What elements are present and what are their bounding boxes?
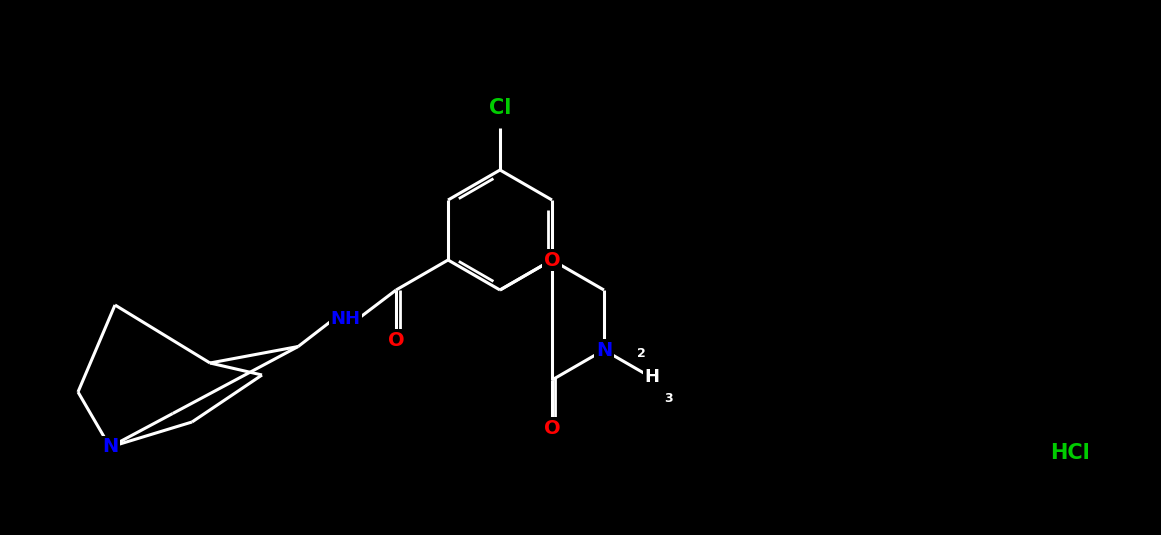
Text: NH: NH <box>331 310 361 328</box>
Text: O: O <box>388 331 404 349</box>
Text: N: N <box>596 340 612 360</box>
Text: O: O <box>543 250 561 270</box>
Text: Cl: Cl <box>489 98 511 118</box>
Text: H: H <box>644 369 659 386</box>
Text: O: O <box>543 418 561 438</box>
Text: HCl: HCl <box>1050 443 1090 463</box>
Text: N: N <box>102 438 118 456</box>
Text: 2: 2 <box>637 348 646 361</box>
Text: 3: 3 <box>664 393 673 406</box>
